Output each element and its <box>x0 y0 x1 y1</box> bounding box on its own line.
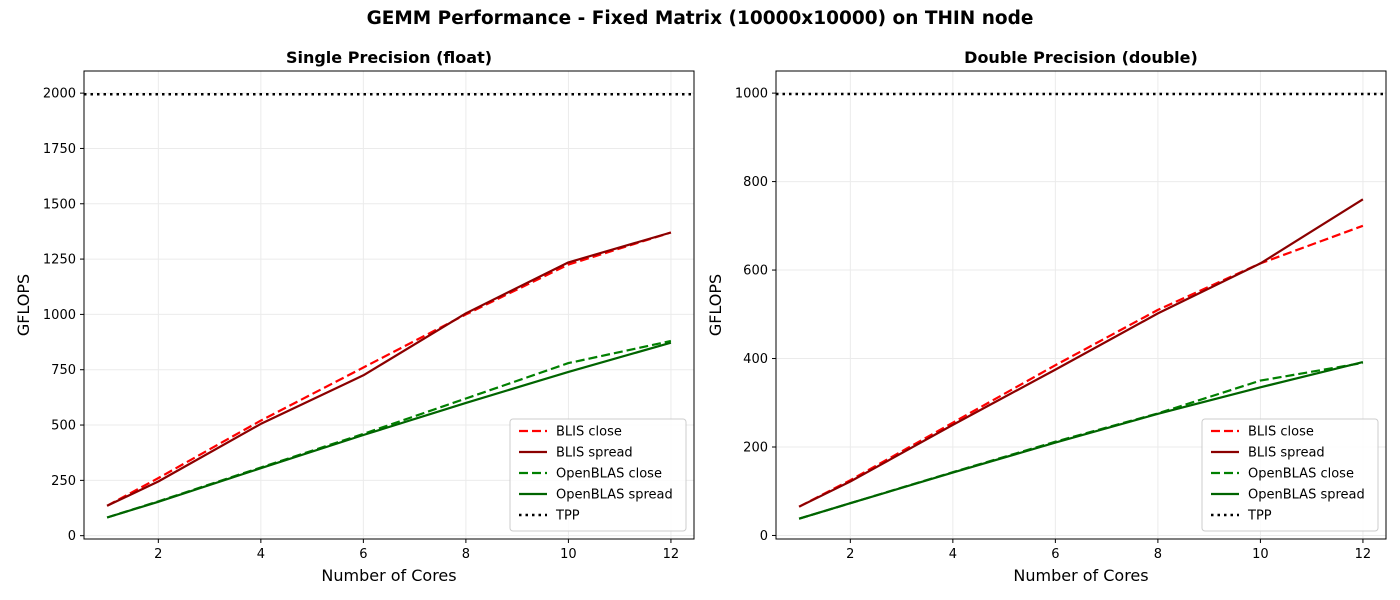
chart-1-title: Single Precision (float) <box>286 48 492 67</box>
chart-1-legend-label-2: BLIS spread <box>556 446 633 461</box>
chart-2-x-tick-label: 4 <box>949 547 957 562</box>
chart-2-legend-label-4: OpenBLAS spread <box>1248 488 1365 503</box>
chart-1-y-tick-label: 1500 <box>43 197 76 212</box>
chart-1-x-tick-label: 10 <box>560 547 577 562</box>
chart-2-series-line-2 <box>798 198 1364 508</box>
chart-2-plot-frame <box>775 70 1387 540</box>
chart-1-plot-frame <box>83 70 695 540</box>
chart-2-legend-label-1: BLIS close <box>1248 425 1314 440</box>
chart-1-legend-label-4: OpenBLAS spread <box>556 488 673 503</box>
chart-1-panel: 2 4 6 8 10 12 0 250 500 750 1000 1250 1500 1750 2000 Si… <box>14 48 695 585</box>
chart-2-x-tick-label: 6 <box>1051 547 1059 562</box>
chart-1-y-tick-label: 2000 <box>43 87 76 102</box>
chart-2-legend-box <box>1201 418 1379 532</box>
chart-1-y-tick-label: 1750 <box>43 142 76 157</box>
chart-1-x-axis-title: Number of Cores <box>321 566 456 585</box>
chart-2-series-line-4 <box>798 361 1364 520</box>
chart-1-y-tick-label: 0 <box>68 529 76 544</box>
chart-2-x-axis-title: Number of Cores <box>1013 566 1148 585</box>
chart-1-x-tick-label: 8 <box>462 547 470 562</box>
chart-1-y-axis-title: GFLOPS <box>14 274 33 336</box>
chart-2-x-tick-label: 12 <box>1355 547 1372 562</box>
chart-2-y-tick-label: 200 <box>743 440 768 455</box>
chart-2-y-tick-label: 800 <box>743 175 768 190</box>
chart-1-x-tick-label: 12 <box>663 547 680 562</box>
chart-1-x-tick-label: 2 <box>154 547 162 562</box>
chart-2-title: Double Precision (double) <box>964 48 1198 67</box>
chart-1-legend-label-1: BLIS close <box>556 425 622 440</box>
chart-2-legend-label-2: BLIS spread <box>1248 446 1325 461</box>
chart-1-y-tick-label: 500 <box>51 419 76 434</box>
chart-1-x-tick-label: 6 <box>359 547 367 562</box>
chart-1-y-tick-label: 1000 <box>43 308 76 323</box>
chart-2-legend: BLIS close BLIS spread OpenBLAS close OpenB… <box>1201 418 1379 532</box>
chart-2-y-axis-title: GFLOPS <box>706 274 725 336</box>
chart-2-legend-label-5: TPP <box>1247 509 1272 524</box>
chart-2-y-tick-label: 400 <box>743 352 768 367</box>
chart-2-x-tick-label: 8 <box>1154 547 1162 562</box>
chart-1-x-tick-label: 4 <box>257 547 265 562</box>
chart-2-x-tick-label: 10 <box>1252 547 1269 562</box>
chart-1-y-tick-label: 1250 <box>43 253 76 268</box>
chart-1-legend: BLIS close BLIS spread OpenBLAS close OpenB… <box>509 418 687 532</box>
chart-1-y-tick-label: 250 <box>51 474 76 489</box>
chart-1-legend-box <box>509 418 687 532</box>
chart-1-legend-label-5: TPP <box>555 509 580 524</box>
chart-2-y-tick-label: 1000 <box>735 87 768 102</box>
chart-1-series-line-1 <box>106 231 672 507</box>
chart-1-series-line-4 <box>106 341 672 519</box>
figure-title: GEMM Performance - Fixed Matrix (10000x1… <box>366 8 1034 29</box>
chart-2-x-tick-label: 2 <box>846 547 854 562</box>
chart-1-series-line-2 <box>106 231 672 507</box>
chart-1-y-tick-label: 750 <box>51 363 76 378</box>
chart-2-y-tick-label: 600 <box>743 264 768 279</box>
chart-2-panel: 2 4 6 8 10 12 0 200 400 600 800 1000 Double Precisio… <box>706 48 1387 585</box>
chart-2-y-tick-label: 0 <box>760 529 768 544</box>
chart-1-legend-label-3: OpenBLAS close <box>556 467 662 482</box>
chart-2-legend-label-3: OpenBLAS close <box>1248 467 1354 482</box>
